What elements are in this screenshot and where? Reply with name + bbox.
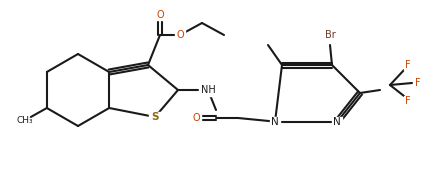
- Text: F: F: [415, 78, 421, 88]
- Bar: [403, 96, 412, 106]
- Bar: [414, 78, 422, 88]
- Text: N: N: [271, 117, 279, 127]
- Text: N: N: [333, 117, 341, 127]
- Text: Br: Br: [325, 30, 335, 40]
- Bar: [149, 112, 161, 122]
- Bar: [321, 29, 339, 41]
- Text: F: F: [405, 60, 411, 70]
- Text: O: O: [156, 10, 164, 20]
- Bar: [155, 10, 165, 20]
- Text: CH₃: CH₃: [16, 115, 33, 125]
- Bar: [191, 113, 201, 123]
- Text: NH: NH: [200, 85, 215, 95]
- Bar: [175, 30, 185, 40]
- Bar: [332, 117, 342, 127]
- Text: S: S: [151, 112, 159, 122]
- Bar: [200, 85, 216, 95]
- Bar: [270, 117, 280, 127]
- Text: O: O: [192, 113, 200, 123]
- Text: O: O: [176, 30, 184, 40]
- Text: F: F: [405, 96, 411, 106]
- Bar: [403, 60, 412, 70]
